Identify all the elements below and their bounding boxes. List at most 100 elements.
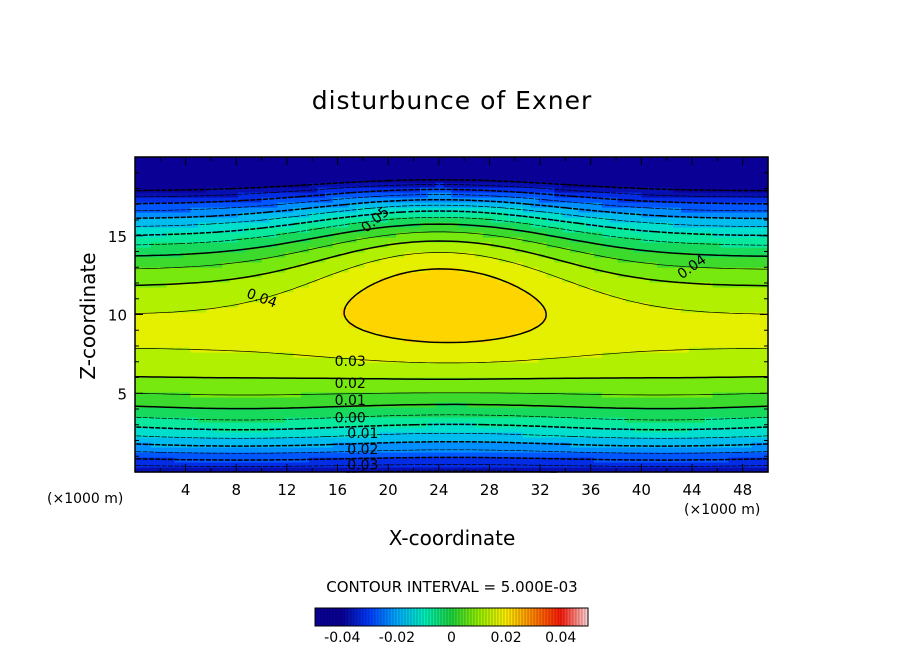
contour-cell [443,382,453,388]
contour-cell [135,357,144,363]
contour-cell [396,162,405,168]
contour-cell [736,377,745,383]
contour-cell [625,342,635,348]
contour-cell [506,307,516,313]
contour-cell [578,162,587,168]
contour-cell [744,217,753,223]
contour-cell [356,467,366,473]
contour-cell [459,332,468,338]
contour-cell [601,397,611,403]
contour-cell [688,317,698,323]
contour-cell [593,257,603,263]
contour-cell [348,277,358,283]
contour-cell [593,277,603,283]
contour-cell [435,197,445,203]
contour-cell [688,202,698,208]
contour-cell [522,222,532,228]
contour-cell [372,292,381,298]
contour-cell [253,387,263,393]
contour-cell [316,407,326,413]
contour-cell [498,292,508,298]
contour-cell [736,202,745,208]
contour-cell [245,162,255,168]
contour-cell [617,267,627,273]
contour-cell [498,437,508,443]
contour-cell [301,317,310,323]
contour-cell [324,287,334,293]
contour-cell [451,157,461,163]
contour-cell [293,187,302,193]
contour-cell [261,362,271,368]
contour-cell [704,407,714,413]
contour-cell [530,467,540,473]
contour-cell [261,242,271,248]
contour-cell [135,172,144,178]
contour-cell [206,172,215,178]
contour-cell [744,362,753,368]
contour-cell [158,302,168,308]
contour-cell [514,192,524,198]
contour-cell [332,362,342,368]
contour-cell [720,192,730,198]
contour-cell [285,412,294,418]
contour-cell [601,182,611,188]
contour-cell [641,402,650,408]
contour-cell [530,167,540,173]
contour-cell [467,257,476,263]
contour-cell [506,332,516,338]
contour-cell [142,357,152,363]
contour-cell [293,192,302,198]
contour-cell [269,447,279,453]
contour-cell [728,212,737,218]
contour-cell [245,312,255,318]
contour-cell [736,247,745,253]
contour-cell [135,327,144,333]
contour-cell [760,372,769,378]
contour-cell [150,402,160,408]
contour-cell [491,162,500,168]
contour-cell [680,387,690,393]
contour-cell [348,317,358,323]
contour-cell [475,362,484,368]
contour-cell [633,402,642,408]
contour-cell [411,407,421,413]
contour-cell [324,237,334,243]
contour-cell [467,372,476,378]
contour-cell [491,457,500,463]
contour-cell [546,397,555,403]
contour-cell [562,277,571,283]
contour-cell [356,207,366,213]
contour-cell [158,327,168,333]
contour-cell [649,322,658,328]
contour-cell [364,442,373,448]
contour-cell [712,352,722,358]
contour-cell [491,372,500,378]
contour-cell [309,297,318,303]
contour-cell [506,197,516,203]
contour-cell [411,167,421,173]
contour-cell [166,277,176,283]
contour-cell [182,377,191,383]
contour-cell [269,227,279,233]
contour-cell [546,362,555,368]
contour-cell [601,257,611,263]
contour-cell [665,247,674,253]
contour-cell [657,377,666,383]
contour-cell [411,427,421,433]
contour-cell [601,267,611,273]
contour-cell [229,177,239,183]
contour-cell [665,192,674,198]
contour-cell [728,267,737,273]
contour-cell [530,227,540,233]
contour-cell [498,337,508,343]
contour-cell [301,387,310,393]
contour-cell [720,407,730,413]
contour-cell [506,387,516,393]
contour-cell [578,337,587,343]
contour-cell [491,192,500,198]
contour-cell [625,442,635,448]
contour-cell [483,222,492,228]
contour-cell [364,352,373,358]
contour-cell [760,452,769,458]
contour-cell [546,342,555,348]
